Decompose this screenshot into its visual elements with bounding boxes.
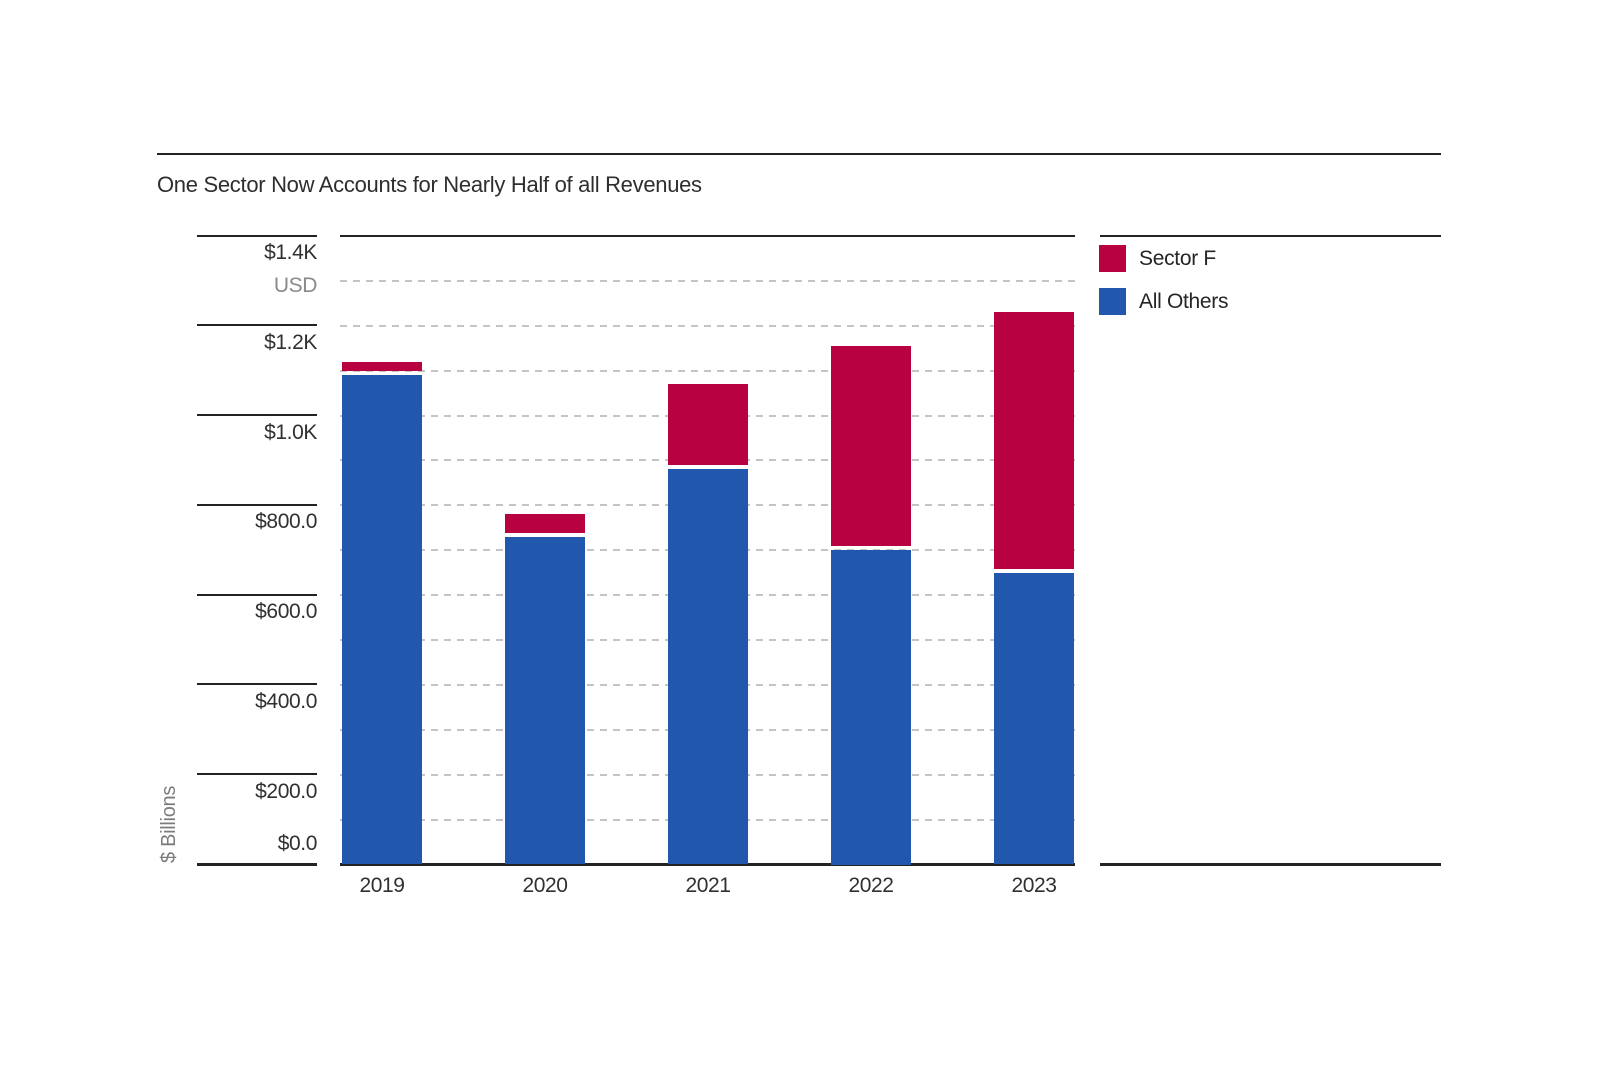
bar-segment-sector-f-2023	[994, 312, 1074, 569]
x-axis-line	[340, 863, 1075, 866]
y-tick-label: $1.0K	[264, 420, 317, 444]
x-tick-label-2021: 2021	[685, 874, 731, 897]
y-tick-line	[197, 773, 317, 776]
top-rule	[157, 153, 1441, 155]
bar-segment-all-others-2021	[668, 469, 748, 865]
bar-segment-sector-f-2019	[342, 361, 422, 372]
sector-f-swatch-icon	[1099, 245, 1126, 272]
all-others-swatch-icon	[1099, 288, 1126, 315]
plot-top-border	[340, 235, 1075, 237]
bar-segment-sector-f-2022	[831, 345, 911, 547]
x-tick-label-2022: 2022	[848, 874, 894, 897]
y-tick-label: $1.4K	[264, 241, 317, 264]
y-gridline	[340, 324, 1075, 327]
y-tick-label: $800.0	[255, 510, 317, 534]
y-axis-zero-line	[197, 863, 317, 866]
y-tick-label: $0.0	[277, 831, 318, 855]
y-tick-label: $1.2K	[264, 330, 317, 354]
y-tick-line	[197, 414, 317, 417]
y-tick-line	[197, 503, 317, 506]
x-tick-label-2023: 2023	[1011, 874, 1057, 897]
currency-note: USD	[273, 274, 318, 297]
y-tick-label: $200.0	[255, 779, 317, 803]
bar-segment-sector-f-2021	[668, 384, 748, 466]
bar-segment-all-others-2019	[342, 375, 422, 865]
chart-title: One Sector Now Accounts for Nearly Half …	[157, 172, 702, 197]
y-tick-line	[197, 593, 317, 596]
y-gridline	[340, 279, 1075, 282]
bar-segment-all-others-2023	[994, 572, 1074, 865]
y-gridline	[340, 369, 1075, 372]
legend-item-all-others: All Others	[1099, 288, 1229, 315]
x-tick-label-2019: 2019	[359, 874, 405, 897]
y-tick-line	[197, 234, 317, 237]
legend-item-sector-f: Sector F	[1099, 245, 1216, 272]
y-tick-label: $400.0	[255, 689, 317, 713]
legend-label-all-others: All Others	[1139, 290, 1229, 313]
y-tick-line	[197, 324, 317, 327]
bar-segment-sector-f-2020	[505, 514, 585, 533]
legend-label-sector-f: Sector F	[1139, 247, 1216, 270]
legend-top-border	[1100, 235, 1441, 237]
y-tick-line	[197, 683, 317, 686]
bar-segment-all-others-2020	[505, 536, 585, 865]
bar-segment-all-others-2022	[831, 550, 911, 865]
x-tick-label-2020: 2020	[522, 874, 568, 897]
y-tick-label: $600.0	[255, 600, 317, 624]
legend-bottom-border	[1100, 863, 1441, 866]
